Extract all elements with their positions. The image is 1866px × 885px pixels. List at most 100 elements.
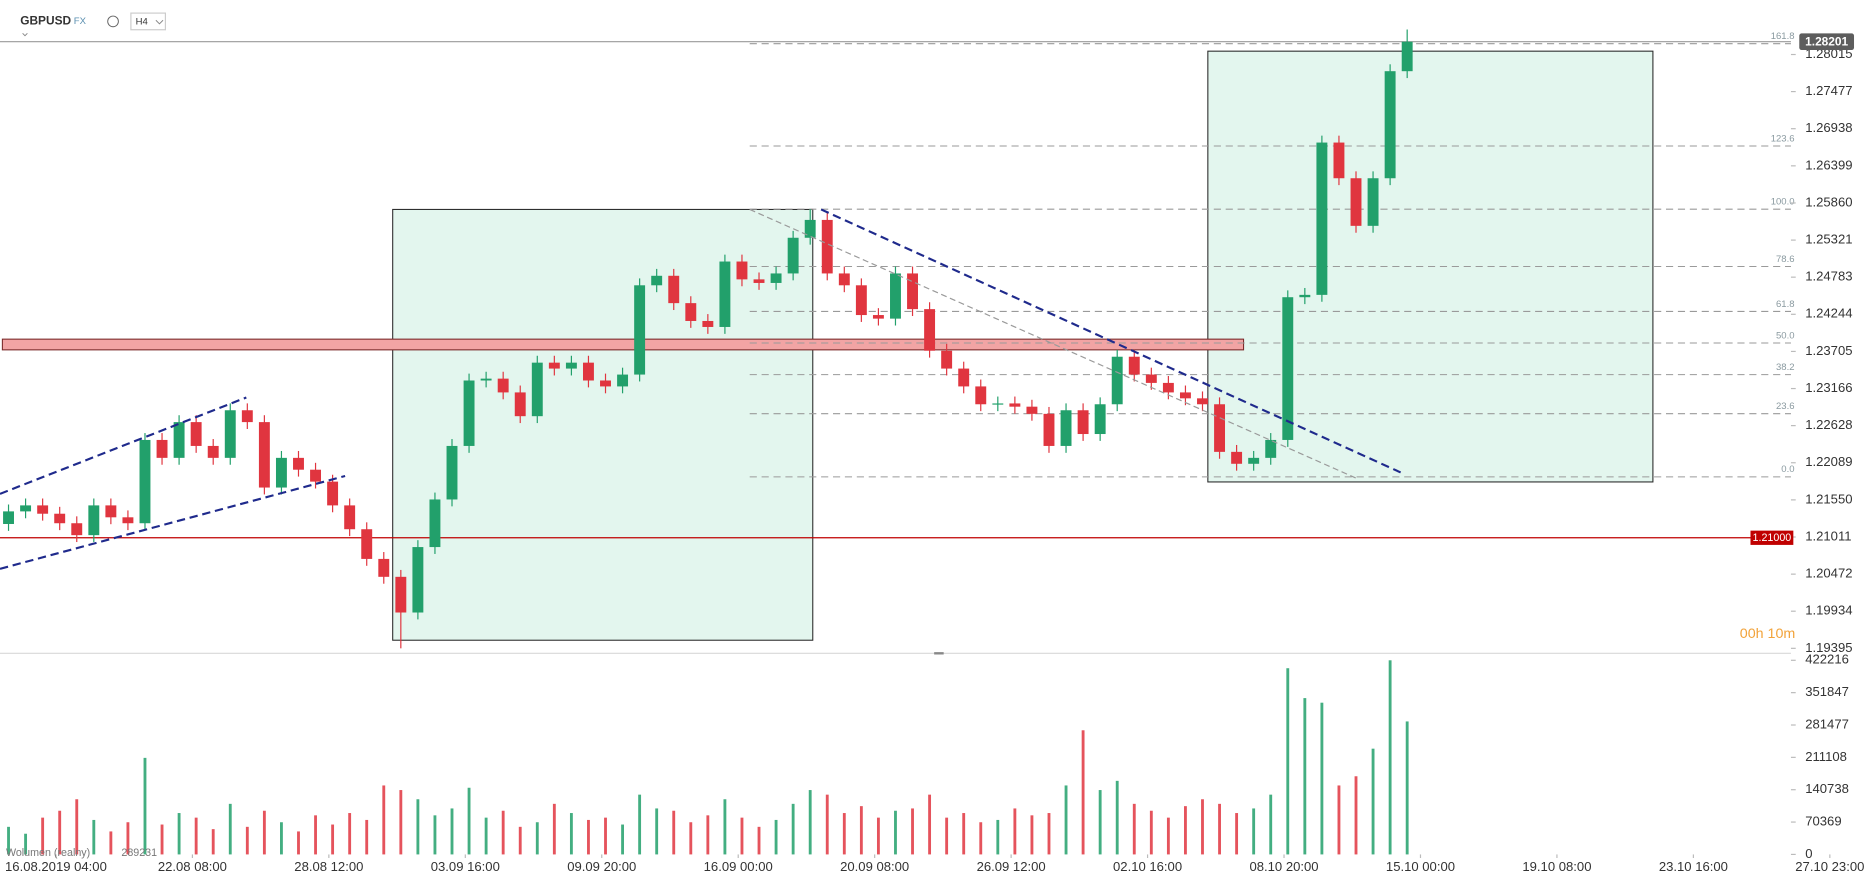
volume-bar <box>1252 808 1256 855</box>
symbol[interactable]: GBPUSD <box>20 14 71 28</box>
candle-body <box>122 517 134 524</box>
candle-body <box>838 273 850 286</box>
candle-body <box>770 273 782 283</box>
fib-label: 50.0 <box>1776 330 1795 341</box>
volume-bar <box>262 810 266 855</box>
volume-y-tick-label: 422216 <box>1805 652 1849 667</box>
volume-bar <box>1098 790 1102 855</box>
volume-bar <box>876 817 880 855</box>
volume-bar <box>928 794 932 855</box>
candle-body <box>1111 356 1123 405</box>
volume-legend: Wolumen (realny) <box>6 847 90 859</box>
zone <box>392 208 814 641</box>
volume-legend-value: 289231 <box>121 847 157 859</box>
volume-bar <box>484 817 488 855</box>
candle-body <box>37 505 49 514</box>
volume-bar <box>604 817 607 855</box>
candle-body <box>1333 142 1345 179</box>
candle-body <box>207 445 219 458</box>
volume-bar <box>1235 813 1239 855</box>
volume-bar <box>825 794 829 855</box>
volume-bar <box>1184 806 1187 855</box>
candle-body <box>344 505 356 530</box>
candle-body <box>54 513 66 524</box>
candle-body <box>1401 41 1413 72</box>
candle-body <box>1026 406 1038 414</box>
volume-bar <box>689 822 693 855</box>
volume-bar <box>740 817 744 855</box>
candle-body <box>1367 178 1379 226</box>
candle-body <box>446 445 458 500</box>
y-tick-label: 1.25860 <box>1805 194 1852 209</box>
y-tick-label: 1.22089 <box>1805 454 1852 469</box>
volume-bar <box>126 822 130 855</box>
x-tick-label: 28.08 12:00 <box>294 859 363 874</box>
candle-body <box>429 499 441 548</box>
volume-bar <box>211 829 215 855</box>
candle-body <box>1231 451 1243 464</box>
trend-lines <box>0 208 1402 570</box>
candle-body <box>975 386 987 405</box>
candle-body <box>1009 403 1021 407</box>
candle-body <box>685 303 697 321</box>
y-tick-label: 1.26938 <box>1805 120 1852 135</box>
volume-bar <box>518 826 522 855</box>
resistance-band <box>1 338 1245 351</box>
market: FX <box>74 16 87 27</box>
candle-body <box>548 362 560 369</box>
x-tick-label: 27.10 23:00 <box>1795 859 1864 874</box>
fib-trend-line <box>749 208 1357 479</box>
candle-body <box>3 511 14 524</box>
volume-bar <box>467 787 471 855</box>
volume-y-tick-label: 351847 <box>1805 684 1849 699</box>
volume-bar <box>842 813 846 855</box>
candle-body <box>173 422 185 458</box>
candle-body <box>105 505 117 518</box>
candle-body <box>531 362 543 417</box>
volume-bar <box>416 799 420 855</box>
volume-bar <box>757 826 761 855</box>
volume-bar <box>638 794 642 855</box>
volume-bar <box>808 790 812 855</box>
fib-label: 0.0 <box>1781 464 1794 475</box>
candle-body <box>1265 439 1277 458</box>
volume-bar <box>911 808 914 855</box>
price-line-label: 1.21000 <box>1753 532 1792 544</box>
volume-bar <box>194 817 198 855</box>
x-tick-label: 08.10 20:00 <box>1249 859 1318 874</box>
volume-bar <box>280 822 283 855</box>
x-tick-label: 09.09 20:00 <box>567 859 636 874</box>
y-tick-label: 1.20472 <box>1805 566 1852 581</box>
volume-y-tick-label: 140738 <box>1805 781 1849 796</box>
volume-bar <box>177 813 181 855</box>
candle-body <box>907 273 918 310</box>
volume-bar <box>774 819 778 855</box>
interval-select[interactable] <box>130 12 167 31</box>
fib-label: 78.6 <box>1776 254 1795 265</box>
volume-bar <box>7 826 10 855</box>
x-tick-label: 26.09 12:00 <box>977 859 1046 874</box>
y-tick-label: 1.24244 <box>1805 306 1852 321</box>
chart-root: GBPUSD FX H4 161.8 123.6 100.0 78.6 61.8 50.0… <box>0 12 1864 874</box>
candle-body <box>753 279 765 283</box>
fib-label: 161.8 <box>1771 31 1795 42</box>
candle-body <box>1077 410 1089 435</box>
candle-body <box>1128 356 1140 375</box>
volume-bar <box>1201 799 1204 855</box>
y-tick-label: 1.25321 <box>1805 232 1852 247</box>
volume-bar <box>569 813 573 855</box>
y-tick-label: 1.21011 <box>1805 528 1851 543</box>
volume-bar <box>41 817 45 855</box>
candle-body <box>1384 71 1396 179</box>
y-tick-label: 1.22628 <box>1805 417 1852 432</box>
volume-bar <box>1081 730 1085 855</box>
candle-body <box>190 422 202 446</box>
volume-bar <box>979 822 983 855</box>
info-icon[interactable] <box>107 15 119 28</box>
volume-bar <box>331 824 335 855</box>
volume-bar <box>1371 748 1375 855</box>
x-tick-label: 15.10 00:00 <box>1386 859 1455 874</box>
collapse-arrow[interactable] <box>22 32 28 37</box>
candle-body <box>139 439 151 524</box>
